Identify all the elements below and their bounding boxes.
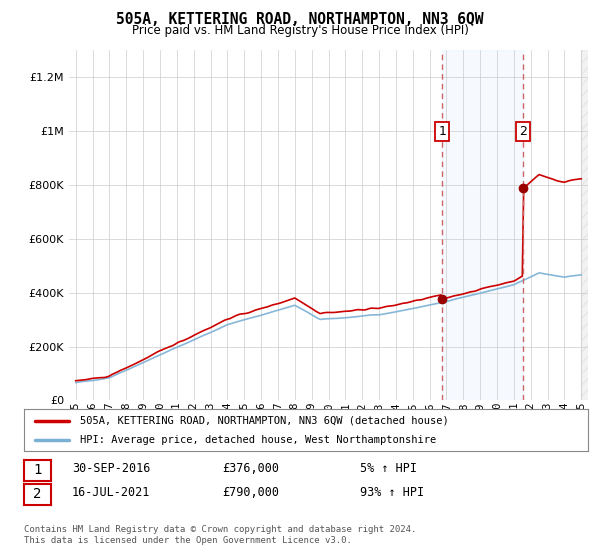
- Text: 16-JUL-2021: 16-JUL-2021: [72, 486, 151, 500]
- Text: 30-SEP-2016: 30-SEP-2016: [72, 462, 151, 475]
- Text: £790,000: £790,000: [222, 486, 279, 500]
- Text: 505A, KETTERING ROAD, NORTHAMPTON, NN3 6QW: 505A, KETTERING ROAD, NORTHAMPTON, NN3 6…: [116, 12, 484, 27]
- Text: Contains HM Land Registry data © Crown copyright and database right 2024.
This d: Contains HM Land Registry data © Crown c…: [24, 525, 416, 545]
- Bar: [581, 50, 596, 400]
- Text: 5% ↑ HPI: 5% ↑ HPI: [360, 462, 417, 475]
- Bar: [442, 50, 523, 400]
- Text: 2: 2: [519, 125, 527, 138]
- Text: 2: 2: [34, 487, 41, 502]
- Text: 1: 1: [34, 464, 41, 477]
- Text: 1: 1: [439, 125, 446, 138]
- Text: HPI: Average price, detached house, West Northamptonshire: HPI: Average price, detached house, West…: [80, 435, 437, 445]
- Text: £376,000: £376,000: [222, 462, 279, 475]
- Text: 505A, KETTERING ROAD, NORTHAMPTON, NN3 6QW (detached house): 505A, KETTERING ROAD, NORTHAMPTON, NN3 6…: [80, 416, 449, 426]
- Text: 93% ↑ HPI: 93% ↑ HPI: [360, 486, 424, 500]
- Text: Price paid vs. HM Land Registry's House Price Index (HPI): Price paid vs. HM Land Registry's House …: [131, 24, 469, 37]
